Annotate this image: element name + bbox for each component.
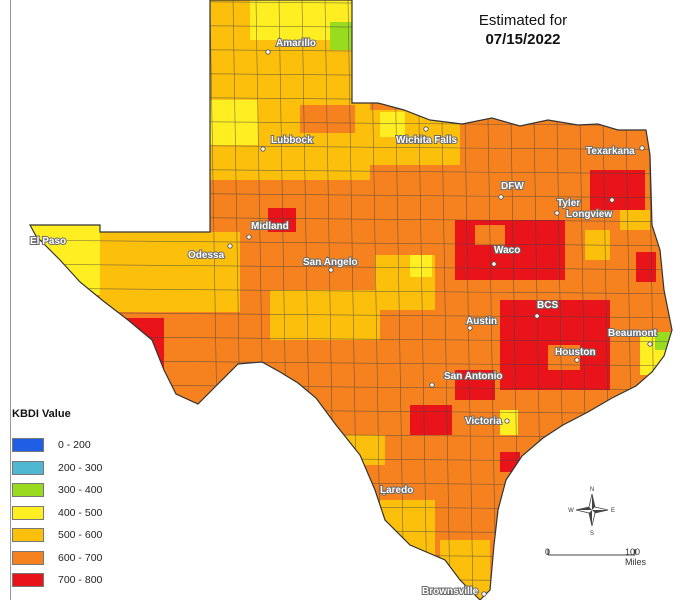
city-layer: Amarillo Lubbock Wichita Falls Texarkana DFW… [29, 37, 659, 598]
sabine-700-800 [636, 252, 656, 282]
scale-zero: 0 [545, 547, 551, 557]
scale-max: 100 Miles [625, 547, 647, 567]
city-label: Houston [555, 347, 596, 358]
midland-700-800 [268, 208, 296, 232]
city-label: San Angelo [303, 257, 358, 268]
city-label: Tyler [557, 198, 580, 209]
legend-label: 300 - 400 [58, 484, 103, 497]
sanantonio-700-800 [455, 370, 495, 400]
waco-700-800 [455, 220, 565, 280]
legend-swatch [12, 528, 44, 543]
legend-item: 300 - 400 [12, 479, 102, 502]
city-marker-icon [265, 49, 271, 55]
east-500-600 [620, 210, 650, 230]
transpecos-500-600 [100, 232, 240, 312]
legend-item: 600 - 700 [12, 547, 102, 570]
legend-swatch [12, 460, 44, 475]
city-label: San Antonio [444, 371, 503, 382]
city-label: Midland [251, 221, 289, 232]
city-label: Wichita Falls [396, 135, 457, 146]
city-label: Victoria [465, 416, 502, 427]
city-label: Odessa [188, 250, 225, 261]
texas-outline [28, 0, 673, 600]
city-marker-icon [647, 341, 653, 347]
date-caption: Estimated for 07/15/2022 [448, 12, 598, 48]
compass-s: S [590, 531, 594, 537]
city-label: Brownsville [422, 586, 479, 597]
panhandle-300-400 [330, 22, 352, 50]
city-marker-icon [534, 313, 540, 319]
city-marker-icon [639, 145, 645, 151]
legend-label: 200 - 300 [58, 461, 103, 474]
city-marker-icon [423, 126, 429, 132]
city-label: Laredo [380, 485, 413, 496]
legend-label: 0 - 200 [58, 439, 91, 452]
legend-item: 200 - 300 [12, 457, 102, 480]
legend-swatch [12, 483, 44, 498]
webb-500-600 [345, 435, 385, 465]
legend-item: 0 - 200 [12, 434, 102, 457]
legend-title: KBDI Value [12, 408, 71, 420]
legend-rows: 0 - 200 200 - 300 300 - 400 400 - 500 500 - … [12, 434, 102, 592]
legend-swatch [12, 438, 44, 453]
city-marker-icon [32, 238, 38, 244]
legend-label: 400 - 500 [58, 506, 103, 519]
city-label: Texarkana [586, 146, 635, 157]
city-marker-icon [554, 210, 560, 216]
compass-w: W [568, 508, 574, 514]
southtexas-700-800 [410, 405, 452, 435]
city-marker-icon [429, 382, 435, 388]
city-label: Amarillo [276, 38, 316, 49]
city-label: DFW [501, 181, 524, 192]
map-frame [10, 0, 700, 600]
houston-gap [548, 345, 580, 370]
legend-item: 400 - 500 [12, 502, 102, 525]
city-marker-icon [227, 243, 233, 249]
city-marker-icon [328, 267, 334, 273]
city-marker-icon [609, 197, 615, 203]
city-marker-icon [491, 261, 497, 267]
legend-swatch [12, 505, 44, 520]
scale-bar: 0 100 Miles [545, 543, 647, 573]
city-marker-icon [467, 325, 473, 331]
legend-label: 500 - 600 [58, 529, 103, 542]
hillcountry-400-500 [410, 255, 432, 277]
southplains-400-500 [210, 100, 258, 145]
compass-n: N [590, 487, 594, 493]
compass-e: E [611, 508, 615, 514]
city-marker-icon [481, 591, 487, 597]
city-label: Lubbock [271, 135, 313, 146]
bigbend-700-800 [100, 318, 164, 398]
city-label: BCS [537, 300, 558, 311]
beaumont-300-400 [655, 332, 672, 350]
city-marker-icon [381, 490, 387, 496]
date-caption-line2: 07/15/2022 [485, 31, 561, 48]
southplains-600-700 [300, 105, 355, 133]
city-marker-icon [246, 234, 252, 240]
city-label: Austin [466, 316, 497, 327]
compass-rose-icon: N E S W [568, 487, 615, 537]
city-marker-icon [260, 146, 266, 152]
legend-swatch [12, 550, 44, 565]
city-marker-icon [504, 418, 510, 424]
city-label: Longview [566, 209, 612, 220]
legend: KBDI Value 0 - 200 200 - 300 300 - 400 400 … [12, 408, 102, 592]
texarkana-700-800 [590, 170, 645, 210]
legend-item: 700 - 800 [12, 569, 102, 592]
date-caption-line1: Estimated for [478, 12, 568, 29]
city-marker-icon [574, 357, 580, 363]
legend-swatch [12, 573, 44, 588]
city-label: El Paso [30, 236, 66, 247]
city-marker-icon [498, 194, 504, 200]
rolling-plains-400-500 [380, 112, 405, 137]
valley-500-600 [380, 500, 435, 560]
legend-label: 600 - 700 [58, 551, 103, 564]
legend-item: 500 - 600 [12, 524, 102, 547]
city-label: Beaumont [608, 328, 658, 339]
city-label: Waco [494, 245, 520, 256]
scale-bar-line [547, 549, 636, 556]
legend-label: 700 - 800 [58, 574, 103, 587]
